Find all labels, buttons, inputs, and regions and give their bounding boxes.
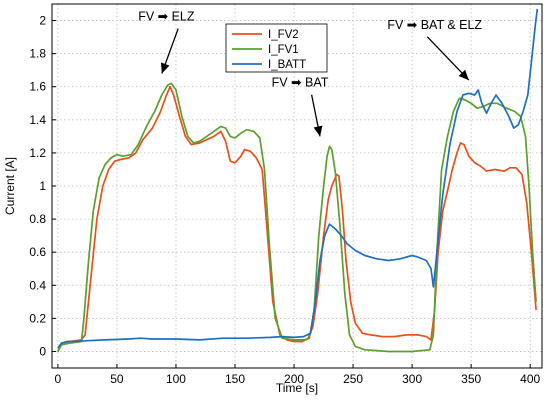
- x-tick-label: 150: [225, 372, 245, 386]
- legend-label: I_FV2: [268, 29, 299, 41]
- annotation-arrowhead: [458, 69, 469, 81]
- y-tick-label: 0.8: [29, 212, 46, 226]
- x-axis-label: Time [s]: [276, 381, 318, 395]
- x-tick-label: 50: [110, 372, 124, 386]
- annotation-label: FV ➡ ELZ: [138, 10, 195, 24]
- x-tick-label: 400: [520, 372, 540, 386]
- legend-label: I_FV1: [268, 44, 299, 56]
- x-tick-label: 300: [402, 372, 422, 386]
- legend: I_FV2 I_FV1 I_BATT: [225, 23, 328, 73]
- annotation-arrowhead: [161, 62, 170, 74]
- x-tick-label: 0: [55, 372, 62, 386]
- x-tick-label: 250: [343, 372, 363, 386]
- series-line-i-batt: [57, 8, 539, 349]
- y-tick-label: 0.2: [29, 311, 46, 325]
- legend-label: I_BATT: [268, 59, 306, 71]
- y-tick-label: 1.2: [29, 146, 46, 160]
- series-line-i-fv1: [57, 82, 537, 353]
- annotation-label: FV ➡ BAT & ELZ: [387, 18, 482, 32]
- y-tick-label: 1.4: [29, 113, 46, 127]
- x-tick-label: 100: [166, 372, 186, 386]
- axis-ticks: 0 50 100 150 200 250 300 350 400 0 0.2 0.4 0.6 0.8 1 1.…: [29, 14, 540, 386]
- annotation-arrowhead: [313, 125, 323, 137]
- y-tick-label: 0.6: [29, 245, 46, 259]
- y-tick-label: 0: [39, 344, 46, 358]
- y-tick-label: 2: [39, 14, 46, 28]
- y-tick-label: 1.8: [29, 47, 46, 61]
- y-tick-label: 1.6: [29, 80, 46, 94]
- annotations: FV ➡ ELZ FV ➡ BAT FV ➡ BAT & ELZ: [138, 10, 482, 137]
- y-tick-label: 0.4: [29, 278, 46, 292]
- x-tick-label: 350: [461, 372, 481, 386]
- annotation-label: FV ➡ BAT: [272, 76, 329, 90]
- y-tick-label: 1: [39, 179, 46, 193]
- y-axis-label: Current [A]: [3, 157, 17, 215]
- x-tick-label: 200: [284, 372, 304, 386]
- series-layer: [57, 8, 539, 353]
